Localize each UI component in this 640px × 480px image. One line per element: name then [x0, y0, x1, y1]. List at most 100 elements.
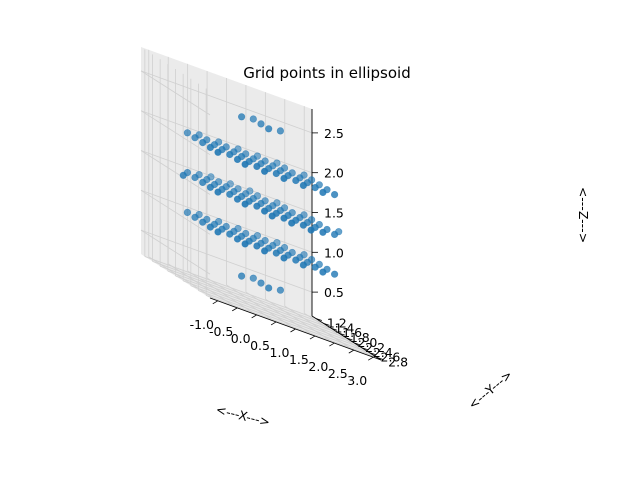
grid-line-z-back	[140, 229, 313, 293]
y-tick-mark	[361, 347, 368, 351]
x-tick-mark	[270, 321, 277, 326]
scatter-point	[238, 272, 246, 280]
grid-lines	[140, 49, 378, 358]
scatter-point	[261, 247, 269, 255]
scatter-point	[241, 200, 249, 208]
x-tick-mark	[368, 356, 374, 361]
scatter-point	[299, 181, 308, 189]
y-tick-mark	[338, 332, 345, 336]
y-tick-mark	[369, 352, 376, 356]
scatter-point	[265, 284, 273, 292]
grid-line-y-floor	[144, 256, 316, 319]
scatter-point	[183, 129, 191, 137]
scatter-point	[214, 228, 222, 236]
scatter-point	[226, 230, 234, 238]
grid-line-z-left	[140, 70, 211, 116]
x-tick-mark	[329, 342, 335, 347]
scatter-point	[311, 184, 319, 192]
scatter-point	[253, 242, 261, 250]
y-tick-label: 2.0	[358, 335, 378, 350]
scatter-point	[276, 286, 285, 294]
x-tick-mark	[231, 307, 238, 312]
x-tick-mark	[290, 328, 296, 333]
scatter-point	[257, 120, 265, 128]
z-tick-label: 2.0	[324, 166, 344, 181]
scatter-point	[265, 125, 273, 133]
y-tick-label: 2.2	[365, 340, 385, 355]
grid-line-y-floor	[198, 290, 370, 354]
x-tick-label: -0.5	[209, 324, 233, 339]
z-tick-label: 0.5	[324, 285, 344, 300]
scatter-point	[257, 279, 265, 287]
grid-line-y-floor	[206, 295, 378, 358]
scatter-point	[206, 183, 214, 191]
scatter-point	[199, 139, 207, 147]
x-tick-label: 0.0	[231, 331, 251, 346]
scatter-point	[311, 263, 319, 271]
y-tick-label: 2.4	[373, 345, 393, 360]
scatter-point	[179, 171, 187, 179]
scatter-point	[253, 202, 261, 210]
grid-line-z-left	[140, 150, 211, 195]
y-tick-label: 1.2	[327, 315, 347, 330]
y-tick-mark	[323, 322, 330, 326]
scatter-point	[288, 219, 296, 227]
scatter-point	[307, 226, 315, 234]
scatter-point	[280, 174, 288, 182]
x-tick-label: 2.0	[308, 359, 328, 374]
z-axis-label: <---Z--->	[576, 187, 591, 243]
y-tick-label: 1.8	[350, 330, 370, 345]
x-tick-label: 0.5	[250, 338, 270, 353]
axis-ticks: -1.0-0.50.0 0.5 1.0 1.5 2.0 2.5 3.01.21.41.61.…	[190, 126, 409, 388]
scatter-point	[253, 162, 261, 170]
y-tick-mark	[354, 342, 361, 346]
grid-line-z-back	[140, 189, 313, 253]
scatter-point	[319, 188, 327, 196]
scatter-point	[272, 169, 280, 178]
z-tick-label: 1.0	[324, 245, 344, 260]
grid-line-z-left	[140, 189, 211, 235]
grid-line-y-floor	[152, 260, 324, 324]
grid-line-y-floor	[183, 280, 355, 344]
y-tick-label: 1.4	[335, 320, 355, 335]
scatter-point	[233, 195, 242, 203]
scatter-point	[183, 208, 191, 216]
scatter-point	[191, 134, 199, 142]
grid-line-z-back	[140, 70, 313, 134]
scatter-point	[238, 113, 246, 121]
scatter-point	[199, 178, 207, 186]
x-tick-label: -1.0	[190, 317, 214, 332]
scatter-point	[233, 155, 242, 163]
scatter-point	[191, 173, 199, 182]
x-tick-mark	[348, 349, 355, 354]
x-tick-mark	[251, 314, 257, 319]
scatter-point	[299, 221, 308, 229]
scatter-point	[226, 190, 234, 198]
y-tick-mark	[315, 318, 322, 321]
scatter-point	[331, 270, 339, 278]
grid-line-z-left	[140, 110, 211, 156]
z-tick-label: 1.5	[324, 206, 344, 221]
scatter-point	[191, 213, 199, 221]
z-tick-label: 2.5	[324, 126, 344, 141]
y-tick-label: 1.6	[342, 325, 362, 340]
scatter-point	[268, 212, 276, 220]
grid-line-z-back	[140, 150, 313, 213]
x-axis-label: <---X--->	[214, 402, 271, 430]
grid-line-z-back	[140, 110, 313, 174]
x-tick-mark	[309, 335, 316, 340]
scatter-point	[276, 127, 285, 135]
grid-line-y-floor	[175, 275, 347, 339]
scatter-point	[241, 240, 249, 248]
scatter-point	[241, 160, 249, 168]
y-tick-label: 2.8	[388, 355, 408, 370]
scatter-point	[319, 268, 327, 276]
grid-line-y-floor	[160, 265, 332, 329]
scatter-point	[272, 249, 280, 257]
scatter-point	[280, 214, 288, 222]
scatter-point	[214, 148, 222, 156]
scatter-point	[292, 176, 300, 185]
grid-line-y-floor	[167, 270, 339, 334]
chart-title: Grid points in ellipsoid	[243, 64, 410, 82]
